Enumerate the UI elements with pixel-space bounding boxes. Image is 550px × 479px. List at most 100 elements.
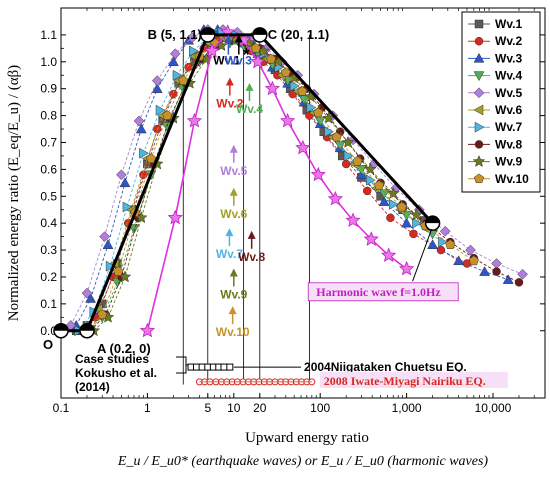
key-point-fill <box>252 27 267 35</box>
y-tick-label: 0.1 <box>40 297 57 311</box>
wave-arrowhead <box>247 230 256 239</box>
data-point <box>85 292 97 303</box>
data-point <box>189 45 199 57</box>
data-point <box>412 217 422 229</box>
legend-label: Wv.7 <box>495 120 522 134</box>
data-point <box>81 287 93 299</box>
wave-label: Wv.10 <box>216 325 250 339</box>
series-line <box>80 37 468 332</box>
data-point <box>439 225 451 237</box>
data-point <box>186 32 198 43</box>
series-group <box>61 24 528 338</box>
data-point <box>465 244 476 256</box>
wave-label: Wv.3 <box>225 53 252 67</box>
case-studies-label: (2014) <box>75 380 110 394</box>
data-point <box>492 267 501 276</box>
key-point-label: B (5, 1.1) <box>148 27 202 42</box>
case-eq2-label-bg <box>319 371 508 388</box>
legend-item: Wv.3 <box>468 51 522 65</box>
data-point <box>363 231 379 246</box>
data-point <box>388 198 399 210</box>
legend-item: Wv.8 <box>468 137 522 151</box>
data-point <box>139 147 149 159</box>
data-point <box>381 247 397 262</box>
wave-label: Wv.1 <box>213 53 240 67</box>
data-point <box>445 239 456 249</box>
data-point <box>378 189 390 200</box>
data-point <box>479 266 491 276</box>
legend-marker <box>473 104 484 116</box>
key-point-fill <box>80 323 95 331</box>
key-point-marker <box>200 27 216 43</box>
legend-label: Wv.6 <box>495 103 522 117</box>
x-tick-label: 1 <box>144 401 151 415</box>
data-point <box>178 75 189 85</box>
data-point <box>345 212 361 227</box>
key-point-fill <box>200 27 215 35</box>
legend-item: Wv.9 <box>468 155 522 169</box>
key-point-label: C (20, 1.1) <box>268 27 329 42</box>
data-point <box>401 217 413 228</box>
wave-label: Wv.9 <box>220 287 247 301</box>
wave-arrowhead <box>225 228 234 237</box>
data-point <box>145 153 156 163</box>
legend-label: Wv.1 <box>495 17 522 31</box>
legend-label: Wv.10 <box>495 172 529 186</box>
data-point <box>99 231 110 242</box>
legend-item: Wv.7 <box>468 120 522 134</box>
key-point-marker <box>79 323 95 339</box>
y-tick-label: 0.3 <box>40 243 57 257</box>
data-point <box>151 75 163 86</box>
case-eq2-label: 2008 Iwate-Miyagi Nairiku EQ. <box>324 374 486 388</box>
y-axis-title: Normalized energy ratio (E_eq/E_u) / (αβ… <box>6 65 22 321</box>
legend-marker <box>472 154 486 168</box>
data-point <box>155 104 166 116</box>
y-tick-label: 1.1 <box>40 28 57 42</box>
data-point <box>280 112 296 128</box>
data-point <box>502 274 514 284</box>
data-point <box>116 169 127 181</box>
case-studies-bracket <box>176 356 187 374</box>
data-point <box>105 260 116 272</box>
legend-label: Wv.8 <box>495 137 522 151</box>
harmonic-label: Harmonic wave f=1.0Hz <box>316 285 441 299</box>
data-point <box>366 174 376 186</box>
y-tick-label: 0.8 <box>40 109 57 123</box>
key-point-marker <box>424 215 441 231</box>
legend-item: Wv.1 <box>468 17 522 31</box>
series-line <box>93 39 417 332</box>
data-point <box>204 42 220 58</box>
data-point <box>517 268 528 280</box>
key-point-leader <box>412 229 433 282</box>
wave-arrowhead <box>245 82 254 91</box>
data-point <box>297 86 308 96</box>
legend-item: Wv.4 <box>468 69 522 83</box>
data-point <box>250 42 261 53</box>
legend-marker <box>474 140 484 149</box>
data-point <box>139 322 156 338</box>
wave-label: Wv.2 <box>216 97 243 111</box>
data-point <box>378 196 390 206</box>
data-point <box>396 201 407 212</box>
data-point <box>167 209 183 225</box>
data-point <box>186 112 203 128</box>
wave-arrowhead <box>234 34 243 43</box>
key-point-fill <box>425 216 440 224</box>
data-point <box>491 258 502 269</box>
data-point <box>169 48 181 60</box>
case-eq1-marker <box>198 363 206 371</box>
data-point <box>352 155 363 166</box>
legend: Wv.1 Wv.2 Wv.3 Wv.4 Wv.5 Wv.6 Wv.7 Wv.8 Wv.9 Wv.1… <box>461 11 541 193</box>
data-point <box>313 107 324 118</box>
case-eq1-label: 2004Niigataken Chuetsu EQ. <box>304 360 467 374</box>
x-tick-label: 20 <box>253 401 267 415</box>
x-tick-label: 100 <box>310 401 330 415</box>
x-axis-subtitle: E_u / E_u0* (earthquake waves) or E_u / … <box>117 454 488 469</box>
legend-marker <box>473 71 485 82</box>
x-tick-label: 5 <box>204 401 211 415</box>
data-point <box>341 159 351 169</box>
legend-marker <box>473 173 485 184</box>
y-tick-label: 0.4 <box>40 216 57 230</box>
wave-arrowhead <box>228 306 237 315</box>
harmonic-label-box <box>307 282 459 302</box>
